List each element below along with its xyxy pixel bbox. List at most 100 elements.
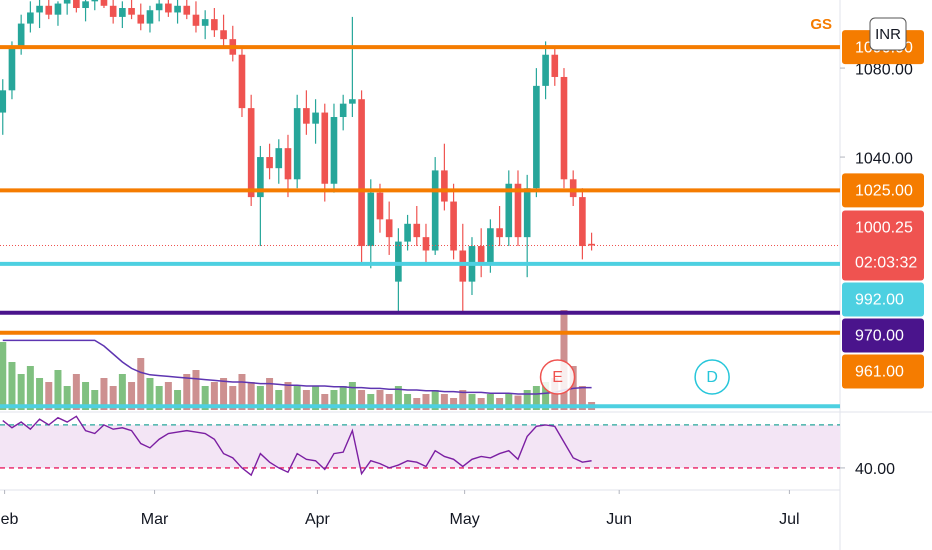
- volume-bar: [376, 390, 384, 410]
- candle-body: [36, 5, 43, 13]
- candle-body: [404, 223, 411, 242]
- candle-body: [339, 103, 347, 118]
- volume-bar: [137, 358, 145, 410]
- candle-body: [303, 108, 310, 124]
- volume-bar: [266, 378, 274, 410]
- volume-bar: [578, 386, 586, 410]
- candle-body: [137, 14, 145, 24]
- price-label-box: [842, 173, 924, 208]
- candle-body: [569, 179, 577, 198]
- volume-bar: [45, 382, 53, 410]
- candle-body: [321, 112, 329, 184]
- candle-body: [542, 54, 549, 86]
- volume-bar: [36, 378, 44, 410]
- candle-body: [63, 0, 71, 4]
- volume-bar: [284, 382, 292, 410]
- currency-button[interactable]: [869, 17, 907, 51]
- candle-body: [579, 197, 586, 247]
- x-tick-label: Apr: [305, 511, 331, 528]
- candle-body: [330, 117, 338, 184]
- volume-bar: [229, 386, 237, 410]
- x-tick-label: Jun: [606, 511, 632, 528]
- currency-label[interactable]: INR: [875, 26, 901, 43]
- volume-bar: [174, 390, 182, 410]
- volume-bar: [560, 310, 568, 410]
- volume-bar: [220, 378, 228, 410]
- volume-bar: [155, 386, 163, 410]
- candle-body: [551, 54, 559, 77]
- candle-body: [413, 223, 421, 238]
- candle-body: [367, 192, 375, 247]
- price-label-box: [842, 318, 924, 353]
- volume-bar: [450, 398, 458, 410]
- price-label: 1025.00: [855, 183, 913, 200]
- volume-bar: [330, 390, 338, 410]
- volume-bar: [523, 390, 531, 410]
- volume-bar: [459, 390, 467, 410]
- candle-body: [128, 8, 135, 15]
- candle-body: [312, 112, 319, 124]
- volume-bar: [183, 374, 191, 410]
- price-label-box: [842, 210, 924, 281]
- volume-bar: [275, 390, 283, 410]
- candle-body: [376, 192, 384, 220]
- volume-bar: [238, 374, 246, 410]
- volume-bar: [100, 378, 108, 410]
- candle-body: [487, 228, 494, 264]
- volume-bar: [302, 390, 310, 410]
- candle-body: [284, 148, 292, 180]
- event-label: D: [706, 369, 718, 386]
- candle-body: [183, 5, 191, 15]
- volume-bar: [54, 370, 62, 410]
- volume-bar: [440, 394, 448, 410]
- candle-body: [505, 183, 513, 238]
- volume-bar: [339, 386, 347, 410]
- x-tick-label: Mar: [141, 511, 169, 528]
- candle-body: [450, 201, 457, 251]
- candle-body: [17, 23, 25, 46]
- candle-body: [257, 157, 264, 198]
- price-label: 1000.25: [855, 220, 913, 237]
- candle-body: [293, 108, 301, 180]
- price-label-box: [842, 282, 924, 317]
- candle-body: [395, 241, 402, 282]
- candle-body: [496, 228, 503, 238]
- candle-body: [560, 76, 568, 180]
- candle-body: [588, 243, 595, 246]
- volume-bar: [496, 398, 504, 410]
- volume-bar: [63, 386, 71, 410]
- volume-bar: [210, 382, 218, 410]
- volume-bar: [247, 382, 255, 410]
- candle-body: [358, 99, 365, 247]
- volume-bar: [72, 374, 80, 410]
- candle-body: [349, 99, 356, 104]
- volume-bar: [348, 382, 356, 410]
- candle-body: [220, 30, 227, 40]
- candle-body: [73, 0, 80, 9]
- candle-body: [477, 246, 485, 264]
- price-label: 02:03:32: [855, 255, 917, 272]
- volume-bar: [468, 394, 476, 410]
- candle-body: [201, 19, 209, 26]
- rsi-line: [2, 415, 592, 477]
- volume-bar: [201, 386, 209, 410]
- price-label-box: [842, 354, 924, 389]
- volume-bar: [8, 362, 16, 410]
- layers: EDFebMarAprMayJunJul1080.001040.0040.001…: [0, 0, 924, 528]
- price-label: 961.00: [855, 364, 904, 381]
- candle-body: [266, 157, 273, 169]
- volume-bar: [394, 386, 402, 410]
- candle-body: [533, 85, 540, 189]
- candle-body: [459, 250, 467, 282]
- candle-body: [45, 5, 53, 15]
- volume-bar: [192, 370, 200, 410]
- volume-bar: [293, 386, 301, 410]
- candle-body: [165, 3, 172, 13]
- candle-body: [238, 54, 246, 109]
- volume-bar: [413, 398, 421, 410]
- candle-body: [441, 170, 448, 202]
- volume-bar: [256, 386, 264, 410]
- volume-bar: [505, 394, 513, 410]
